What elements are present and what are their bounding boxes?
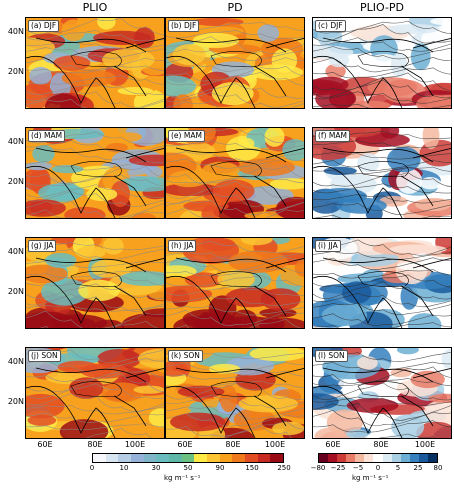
colorbar-segment [156,454,170,462]
longitude-label: 80E [87,440,103,449]
colorbar-tick: 30 [151,464,161,472]
colorbar-tick: 150 [245,464,259,472]
colorbar-segment [207,454,220,462]
colorbar-diff-unit: kg m⁻¹ s⁻¹ [352,474,389,482]
colorbar-tick: 0 [375,464,381,472]
colorbar-segment [118,454,132,462]
map-panel: (i) JJA [312,237,452,329]
longitude-label: 60E [325,440,341,449]
colorbar-segment [364,454,374,462]
latitude-label: 40N [7,247,24,256]
colorbar-abs-unit: kg m⁻¹ s⁻¹ [164,474,201,482]
panel-label: (k) SON [168,350,203,362]
colorbar-tick: 10 [119,464,129,472]
longitude-label: 60E [177,440,193,449]
colorbar-abs [92,453,284,463]
colorbar-segment [169,454,182,462]
colorbar-segment [194,454,208,462]
map-panel: (c) DJF [312,17,452,109]
colorbar-segment [181,454,195,462]
colorbar-segment [131,454,144,462]
map-panel: (e) MAM [165,127,305,219]
panel-label: (d) MAM [28,130,66,142]
colorbar-tick: 5 [395,464,401,472]
column-title-plio-pd: PLIO-PD [359,1,405,14]
latitude-label: 40N [7,137,24,146]
colorbar-segment [93,454,106,462]
colorbar-segment [427,454,438,462]
panel-label: (j) SON [28,350,61,362]
colorbar-tick: −5 [352,464,364,472]
colorbar-segment [328,454,338,462]
colorbar-segment [270,454,284,462]
colorbar-tick: −80 [310,464,326,472]
longitude-label: 100E [264,440,286,449]
panel-label: (c) DJF [315,20,346,32]
longitude-label: 80E [225,440,241,449]
colorbar-segment [418,454,428,462]
colorbar-segment [373,454,383,462]
colorbar-tick: 0 [89,464,95,472]
colorbar-segment [257,454,271,462]
map-panel: (f) MAM [312,127,452,219]
latitude-label: 20N [7,397,24,406]
colorbar-tick: 80 [433,464,443,472]
panel-label: (b) DJF [168,20,200,32]
latitude-label: 20N [7,67,24,76]
colorbar-diff [318,453,438,463]
colorbar-segment [245,454,258,462]
latitude-label: 20N [7,287,24,296]
colorbar-segment [143,454,157,462]
colorbar-segment [337,454,347,462]
map-panel: (g) JJA [25,237,165,329]
colorbar-segment [232,454,246,462]
column-title-pd: PD [227,1,243,14]
panel-label: (h) JJA [168,240,197,252]
map-panel: (b) DJF [165,17,305,109]
longitude-label: 60E [37,440,53,449]
panel-label: (l) SON [315,350,348,362]
map-panel: (h) JJA [165,237,305,329]
colorbar-tick: 90 [215,464,225,472]
map-panel: (j) SON [25,347,165,439]
map-panel: (a) DJF [25,17,165,109]
map-panel: (k) SON [165,347,305,439]
colorbar-segment [355,454,365,462]
map-panel: (l) SON [312,347,452,439]
colorbar-segment [400,454,410,462]
longitude-label: 100E [414,440,436,449]
colorbar-segment [409,454,419,462]
colorbar-tick: 250 [277,464,291,472]
colorbar-segment [219,454,233,462]
colorbar-tick: 50 [183,464,193,472]
latitude-label: 40N [7,357,24,366]
panel-label: (e) MAM [168,130,205,142]
latitude-label: 20N [7,177,24,186]
colorbar-segment [391,454,401,462]
colorbar-segment [382,454,392,462]
latitude-label: 40N [7,27,24,36]
panel-label: (i) JJA [315,240,341,252]
panel-label: (g) JJA [28,240,57,252]
panel-label: (f) MAM [315,130,350,142]
longitude-label: 100E [124,440,146,449]
map-panel: (d) MAM [25,127,165,219]
colorbar-segment [105,454,119,462]
longitude-label: 80E [373,440,389,449]
colorbar-segment [346,454,356,462]
colorbar-segment [319,454,329,462]
colorbar-tick: −25 [330,464,346,472]
column-title-plio: PLIO [82,1,108,14]
panel-label: (a) DJF [28,20,60,32]
colorbar-tick: 25 [413,464,423,472]
